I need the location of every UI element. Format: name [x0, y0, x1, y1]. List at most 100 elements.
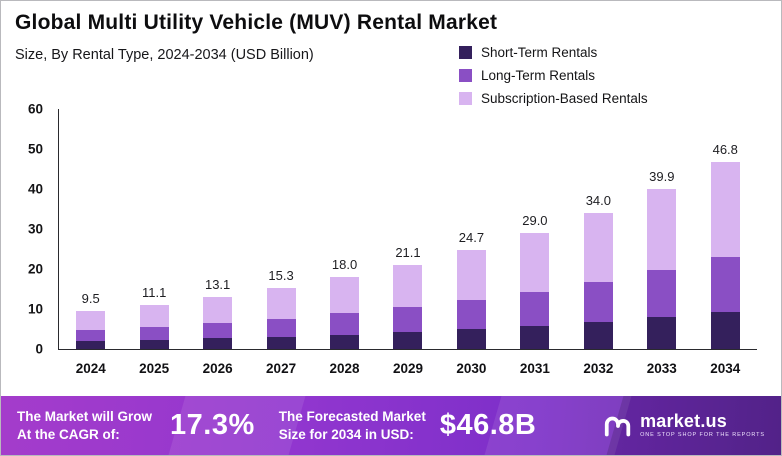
bar-segment	[583, 213, 613, 282]
bar-total-label: 15.3	[268, 267, 294, 283]
bar-group: 39.9	[642, 109, 682, 349]
bar-segment	[647, 189, 677, 270]
bar-total-label: 39.9	[649, 169, 675, 185]
x-axis-label: 2025	[139, 361, 170, 376]
bar-total-label: 46.8	[712, 141, 738, 157]
plot-area: 0 10 20 30 40 50 60 9.5 11.1 13.1 15.3 18.0 21.1 24.…	[28, 102, 757, 376]
bar-segment	[647, 317, 677, 349]
bar-segment	[456, 250, 486, 301]
bar-segment	[76, 341, 106, 349]
bar-group: 34.0	[578, 109, 618, 349]
legend-swatch-long-term	[459, 69, 472, 82]
y-tick-label: 30	[27, 221, 43, 237]
bar-segment	[76, 330, 106, 341]
bar-group: 18.0	[325, 109, 365, 349]
bar-group: 46.8	[705, 109, 745, 349]
legend-item-long-term: Long-Term Rentals	[459, 68, 648, 83]
bar-total-label: 24.7	[458, 230, 485, 246]
bar-segment	[583, 321, 613, 349]
bar-total-label: 34.0	[585, 193, 611, 209]
bar-total-label: 9.5	[81, 291, 100, 307]
bar-segment	[456, 300, 486, 329]
x-axis-label: 2029	[392, 361, 423, 376]
legend-item-subscription: Subscription-Based Rentals	[459, 91, 648, 106]
bar-segment	[139, 304, 169, 328]
bar-group: 9.5	[71, 109, 111, 349]
forecast-label-line2: Size for 2034 in USD:	[278, 426, 414, 442]
y-axis: 0 10 20 30 40 50 60	[7, 102, 51, 357]
legend-label: Subscription-Based Rentals	[481, 91, 648, 106]
x-labels: 2024 2025 2026 2027 2028 2029 2030 2031 2032 2033…	[59, 361, 757, 376]
footer-banner: The Market will Grow At the CAGR of: 17.…	[1, 396, 781, 455]
bar-total-label: 13.1	[204, 276, 231, 292]
bar-segment	[266, 318, 296, 337]
y-tick-label: 20	[27, 261, 43, 277]
bar-segment	[203, 296, 233, 324]
bar-segment	[710, 312, 740, 349]
legend-swatch-subscription	[459, 92, 472, 105]
x-axis-label: 2027	[266, 361, 297, 376]
bar-group: 24.7	[451, 109, 491, 349]
bar-total-label: 11.1	[142, 284, 167, 300]
legend-label: Short-Term Rentals	[481, 45, 598, 60]
bar-group: 29.0	[515, 109, 555, 349]
cagr-value: 17.3%	[170, 409, 255, 441]
bar-segment	[330, 313, 360, 335]
y-tick-label: 50	[27, 141, 43, 157]
bar-segment	[139, 339, 169, 349]
bar-segment	[393, 307, 423, 333]
bar-total-label: 21.1	[395, 244, 421, 260]
forecast-value: $46.8B	[439, 409, 537, 441]
bar-total-label: 18.0	[331, 257, 358, 273]
y-tick-label: 40	[27, 181, 43, 197]
x-axis-label: 2024	[75, 361, 106, 376]
brand-name: market.us	[640, 411, 727, 432]
x-axis-label: 2026	[202, 361, 233, 376]
bars: 9.5 11.1 13.1 15.3 18.0 21.1 24.7 29.0 34.0 39.9 4…	[59, 109, 757, 349]
bar-segment	[583, 281, 613, 322]
y-tick-label: 10	[27, 301, 43, 317]
marketus-icon	[604, 416, 631, 436]
bar-segment	[520, 291, 550, 326]
bar-segment	[266, 336, 296, 349]
x-axis-label: 2031	[519, 361, 550, 376]
bar-segment	[203, 338, 233, 349]
x-axis-label: 2034	[710, 361, 741, 376]
bar-group: 13.1	[198, 109, 238, 349]
brand-logo: market.us ONE STOP SHOP FOR THE REPORTS	[603, 411, 765, 441]
y-tick-label: 0	[35, 341, 43, 357]
bar-segment	[330, 277, 360, 314]
bar-total-label: 29.0	[522, 213, 548, 229]
page-title: Global Multi Utility Vehicle (MUV) Renta…	[15, 11, 498, 34]
x-axis-label: 2028	[329, 361, 360, 376]
bar-group: 15.3	[261, 109, 301, 349]
legend-item-short-term: Short-Term Rentals	[459, 45, 648, 60]
cagr-label-line2: At the CAGR of:	[17, 426, 120, 442]
legend-swatch-short-term	[459, 46, 472, 59]
bar-segment	[330, 334, 360, 349]
cagr-label-line1: The Market will Grow	[17, 408, 153, 424]
x-axis-label: 2033	[646, 361, 677, 376]
bar-segment	[203, 323, 233, 339]
brand-text: market.us ONE STOP SHOP FOR THE REPORTS	[640, 412, 765, 439]
bar-segment	[456, 329, 486, 349]
x-axis-label: 2032	[583, 361, 614, 376]
legend-label: Long-Term Rentals	[481, 68, 596, 83]
bar-segment	[710, 257, 740, 313]
bar-segment	[76, 311, 106, 331]
forecast-label-line1: The Forecasted Market	[278, 408, 426, 424]
bar-segment	[647, 269, 677, 317]
bar-segment	[393, 332, 423, 349]
y-tick-label: 60	[27, 101, 43, 117]
bar-group: 11.1	[134, 109, 174, 349]
brand-tagline: ONE STOP SHOP FOR THE REPORTS	[640, 432, 765, 439]
bar-segment	[520, 233, 550, 292]
legend: Short-Term Rentals Long-Term Rentals Sub…	[459, 45, 648, 106]
forecast-label: The Forecasted Market Size for 2034 in U…	[279, 408, 426, 443]
bar-group: 21.1	[388, 109, 428, 349]
bar-segment	[710, 161, 740, 258]
x-axis-label: 2030	[456, 361, 487, 376]
cagr-label: The Market will Grow At the CAGR of:	[17, 408, 152, 443]
chart-subtitle: Size, By Rental Type, 2024-2034 (USD Bil…	[15, 47, 314, 63]
